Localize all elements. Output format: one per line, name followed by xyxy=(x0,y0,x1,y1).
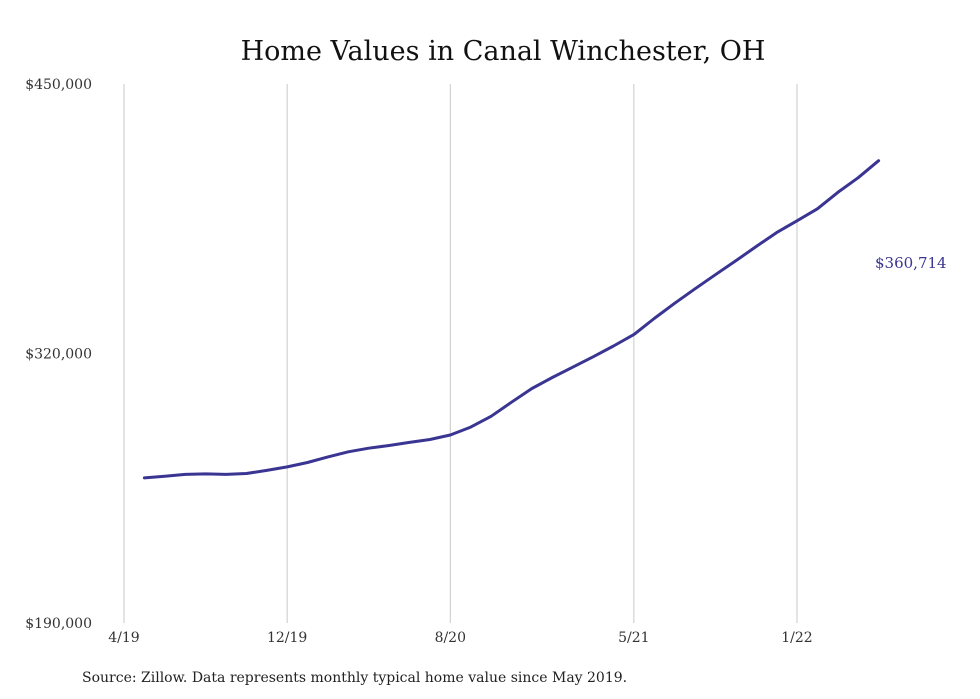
y-axis-ticks: $450,000 $320,000 $190,000 xyxy=(25,77,92,632)
x-tick-label: 8/20 xyxy=(435,630,466,646)
y-tick-label: $320,000 xyxy=(25,347,92,363)
end-value-label: $360,714 xyxy=(875,254,947,272)
source-note: Source: Zillow. Data represents monthly … xyxy=(82,670,627,686)
x-tick-label: 4/19 xyxy=(108,630,139,646)
x-axis-ticks: 4/19 12/19 8/20 5/21 1/22 xyxy=(108,630,812,646)
series-layer xyxy=(142,159,881,480)
chart-title: Home Values in Canal Winchester, OH xyxy=(241,36,766,67)
y-tick-label: $190,000 xyxy=(25,616,92,632)
x-tick-label: 1/22 xyxy=(781,630,812,646)
y-tick-label: $450,000 xyxy=(25,77,92,93)
x-tick-label: 5/21 xyxy=(618,630,649,646)
grid-layer xyxy=(123,84,798,623)
series-line-0 xyxy=(142,159,881,480)
x-tick-label: 12/19 xyxy=(267,630,307,646)
